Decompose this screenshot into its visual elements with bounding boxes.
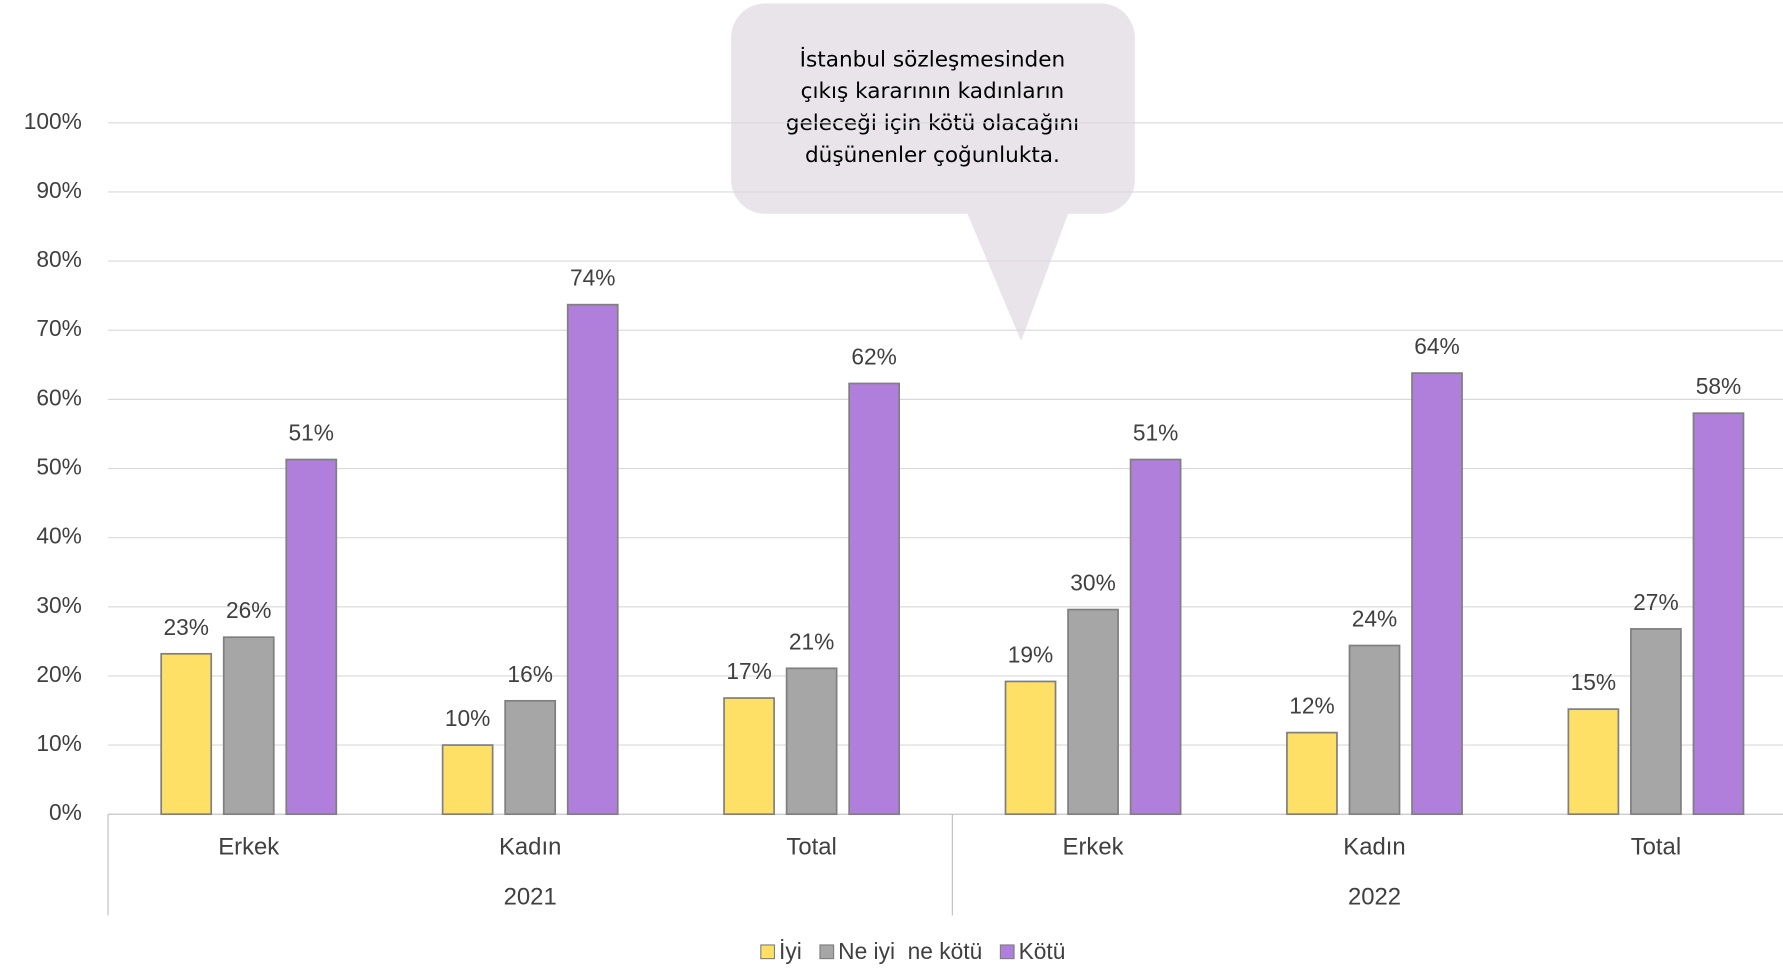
callout [731, 3, 1135, 342]
data-label: 51% [289, 420, 335, 446]
y-tick-label: 60% [36, 384, 82, 410]
data-label: 12% [1289, 693, 1335, 719]
data-label: 24% [1352, 605, 1398, 631]
data-label: 10% [445, 705, 491, 731]
legend-label: Ne iyi ne kötü [838, 938, 982, 964]
bar [1004, 680, 1057, 816]
data-label: 19% [1008, 641, 1054, 667]
x-tick-label: Total [1631, 834, 1681, 861]
data-label: 27% [1633, 589, 1679, 615]
bar [285, 458, 338, 816]
bar [785, 667, 838, 816]
y-tick-label: 30% [36, 592, 82, 618]
y-tick-label: 100% [24, 108, 82, 134]
data-label: 74% [570, 265, 616, 291]
callout-text: çıkış kararının kadınların [801, 79, 1065, 104]
bar [1411, 372, 1463, 816]
callout-box [731, 3, 1135, 214]
y-tick-label: 50% [36, 454, 82, 480]
y-tick-label: 40% [36, 523, 82, 549]
x-tick-label: Kadın [1343, 834, 1405, 861]
bar [1286, 731, 1338, 816]
legend-swatch [760, 944, 776, 960]
data-label: 23% [163, 614, 209, 640]
y-tick-label: 80% [36, 246, 82, 272]
group-label: 2022 [1348, 884, 1401, 911]
legend-label: İyi [779, 938, 802, 964]
bar [848, 382, 901, 816]
bar [1067, 608, 1119, 816]
y-tick-label: 70% [36, 315, 82, 341]
bar [222, 636, 275, 816]
data-label: 64% [1414, 333, 1460, 359]
group-label: 2021 [504, 884, 557, 911]
data-label: 30% [1070, 570, 1116, 596]
bar [566, 303, 619, 816]
x-tick-label: Erkek [1063, 834, 1124, 861]
legend: İyi Ne iyi ne kötü Kötü [760, 938, 1066, 964]
data-label: 15% [1571, 669, 1617, 695]
bar [160, 652, 213, 816]
y-tick-label: 90% [36, 177, 82, 203]
data-label: 21% [789, 628, 835, 654]
callout-pointer [966, 211, 1069, 342]
data-label: 16% [507, 661, 553, 687]
bar [1567, 708, 1620, 816]
data-label: 51% [1133, 420, 1179, 446]
callout-text: İstanbul sözleşmesinden [800, 46, 1066, 72]
data-label: 26% [226, 597, 272, 623]
callout-text: düşünenler çoğunlukta. [805, 143, 1060, 168]
data-label: 17% [726, 658, 772, 684]
legend-swatch [999, 944, 1015, 960]
y-tick-label: 20% [36, 661, 82, 687]
bar [723, 697, 775, 816]
bar [1630, 628, 1682, 816]
callout-text: geleceği için kötü olacağını [786, 111, 1079, 136]
y-tick-label: 10% [36, 730, 82, 756]
x-tick-label: Erkek [218, 834, 279, 861]
bar [504, 699, 557, 816]
bar [1348, 644, 1401, 816]
legend-label: Kötü [1019, 938, 1066, 964]
bar [1129, 458, 1182, 816]
x-tick-label: Total [786, 834, 836, 861]
y-tick-label: 0% [49, 799, 82, 825]
data-label: 62% [851, 343, 897, 369]
bar [1692, 412, 1745, 816]
bar [441, 744, 494, 816]
legend-swatch [819, 944, 835, 960]
x-tick-label: Kadın [499, 834, 561, 861]
data-label: 58% [1696, 373, 1742, 399]
